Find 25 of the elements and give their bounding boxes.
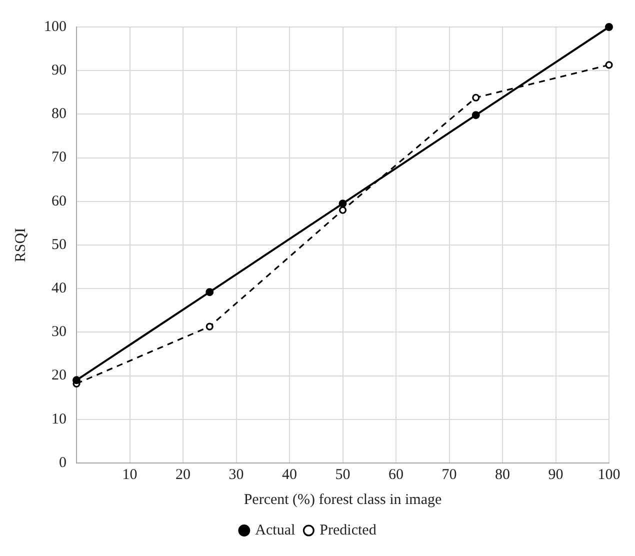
- y-tick-label: 40: [52, 280, 66, 297]
- x-tick-label: 70: [442, 466, 457, 483]
- x-tick-label: 90: [548, 466, 564, 483]
- legend-label: Actual: [255, 522, 296, 538]
- x-tick-label: 60: [388, 466, 404, 483]
- x-tick-label: 40: [282, 466, 297, 483]
- y-tick-label: 100: [44, 18, 66, 35]
- y-axis-title: RSQI: [12, 228, 29, 262]
- x-tick-label: 20: [176, 466, 190, 483]
- legend-label: Predicted: [320, 522, 377, 538]
- x-tick-label: 80: [495, 466, 510, 483]
- x-tick-label: 10: [122, 466, 138, 483]
- x-tick-label: 30: [228, 466, 244, 483]
- y-tick-label: 20: [52, 368, 66, 384]
- x-tick-label: 50: [335, 466, 350, 483]
- y-tick-label: 80: [52, 106, 66, 122]
- x-axis-title: Percent (%) forest class in image: [244, 492, 442, 508]
- y-tick-label: 50: [52, 236, 66, 253]
- y-tick-label: 30: [52, 324, 66, 340]
- y-tick-label: 0: [59, 454, 66, 471]
- y-tick-label: 90: [52, 62, 66, 79]
- x-tick-label: 100: [598, 466, 620, 483]
- y-tick-label: 60: [52, 193, 66, 210]
- y-tick-label: 70: [52, 150, 66, 166]
- y-tick-label: 10: [52, 411, 66, 428]
